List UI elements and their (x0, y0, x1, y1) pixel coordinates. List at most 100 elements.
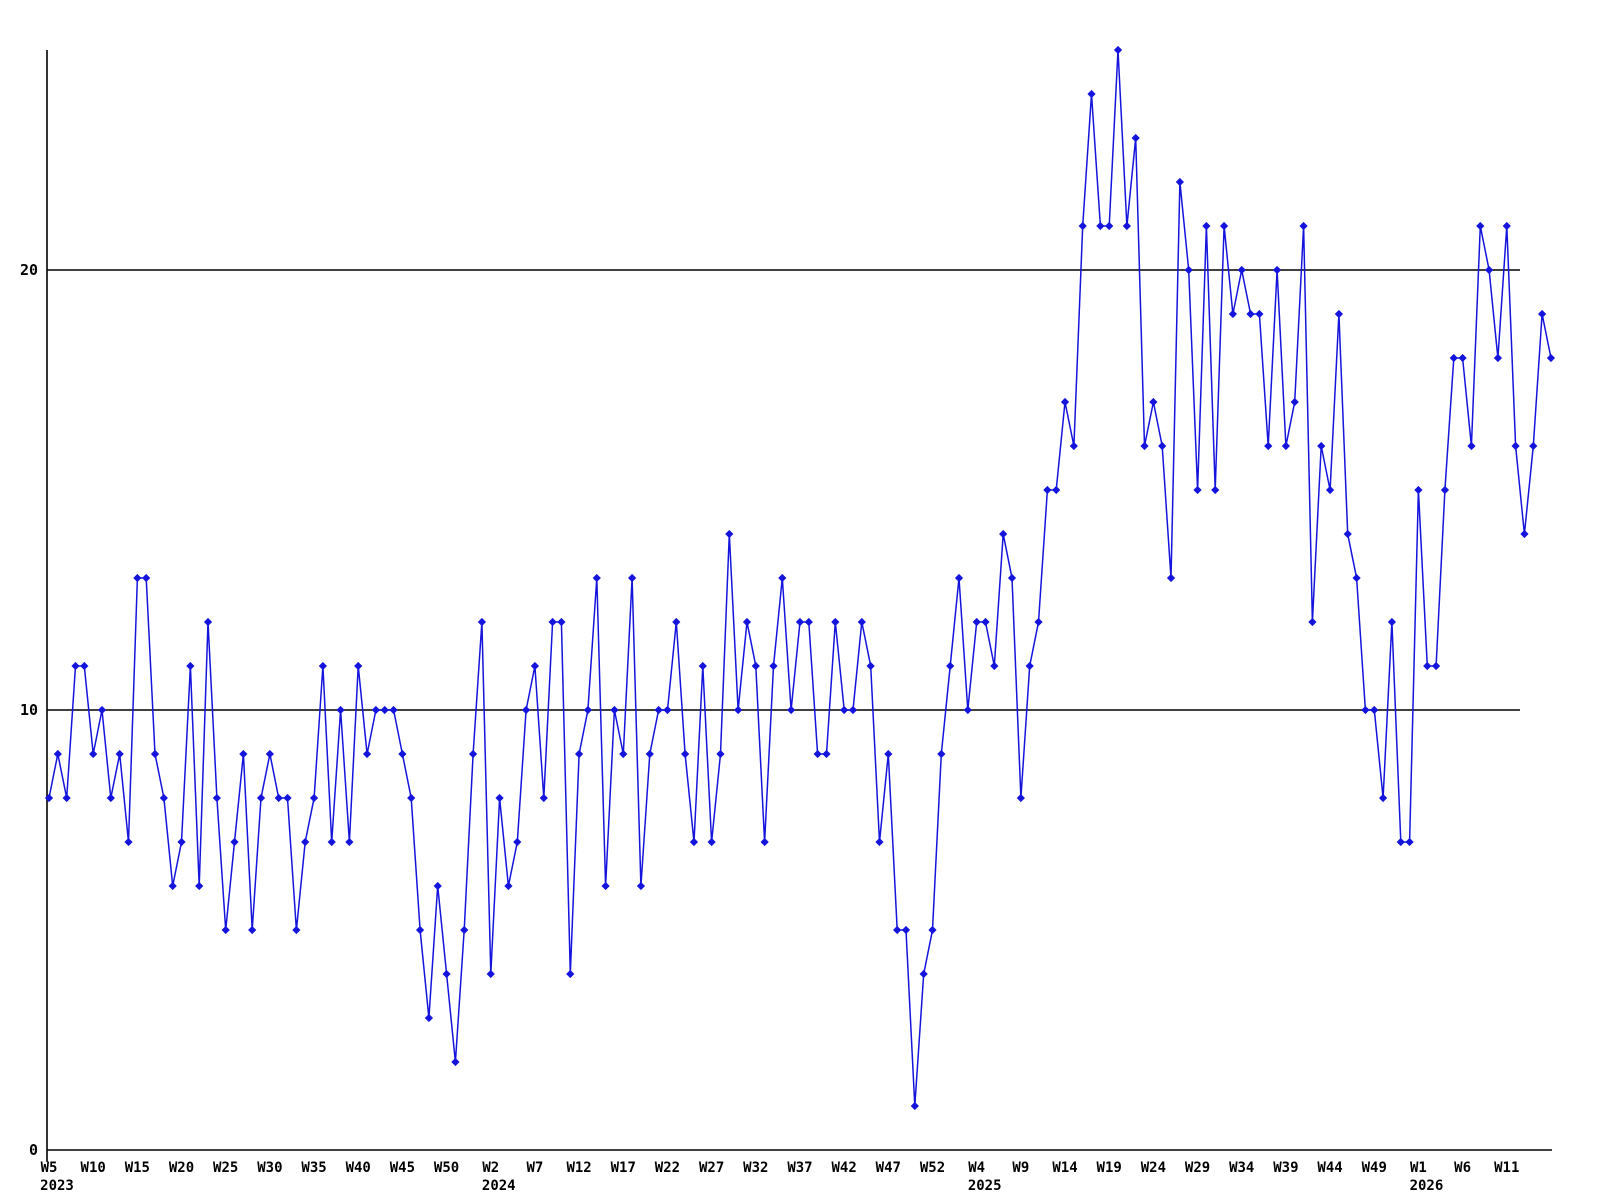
data-point-marker (1317, 441, 1326, 451)
x-tick-label-W52: W52 (920, 1160, 945, 1176)
data-point-marker (831, 617, 840, 627)
data-point-marker (468, 749, 478, 759)
data-point-marker (407, 793, 416, 803)
year-label-2026: 2026 (1410, 1178, 1444, 1194)
data-point-marker (628, 573, 637, 583)
data-point-marker (946, 661, 955, 671)
data-point-marker (159, 793, 168, 803)
data-point-marker (574, 749, 584, 759)
data-point-marker (840, 705, 849, 715)
data-point-marker (1511, 441, 1520, 451)
data-point-marker (681, 749, 690, 759)
data-point-marker (1370, 705, 1379, 715)
data-point-marker (592, 573, 601, 583)
data-point-marker (318, 661, 327, 671)
data-point-marker (654, 705, 663, 715)
year-label-2024: 2024 (482, 1178, 516, 1194)
data-point-marker (689, 837, 699, 847)
x-tick-label-W50: W50 (434, 1160, 459, 1176)
data-point-marker (901, 925, 911, 935)
data-point-marker (424, 1013, 434, 1023)
data-point-marker (1016, 793, 1025, 803)
x-tick-label-W9: W9 (1012, 1160, 1029, 1176)
data-point-marker (433, 881, 442, 891)
data-point-marker (336, 705, 345, 715)
data-point-marker (751, 661, 760, 671)
data-point-marker (106, 793, 115, 803)
data-point-marker (937, 749, 946, 759)
data-point-marker (990, 661, 999, 671)
data-point-marker (972, 617, 981, 627)
data-point-marker (1184, 265, 1193, 275)
x-tick-label-W45: W45 (390, 1160, 415, 1176)
data-point-marker (221, 925, 230, 935)
x-tick-label-W30: W30 (257, 1160, 282, 1176)
data-point-marker (1025, 661, 1034, 671)
data-point-marker (822, 749, 831, 759)
data-point-marker (97, 705, 107, 715)
data-point-marker (265, 749, 274, 759)
x-tick-label-W1: W1 (1410, 1160, 1427, 1176)
data-point-marker (787, 705, 796, 715)
data-point-marker (1264, 441, 1273, 451)
data-point-marker (195, 881, 204, 891)
data-point-marker (707, 837, 716, 847)
data-point-marker (212, 793, 221, 803)
data-point-marker (1060, 397, 1070, 407)
data-point-marker (1449, 353, 1458, 363)
x-tick-label-W47: W47 (876, 1160, 901, 1176)
data-point-marker (663, 705, 672, 715)
data-point-marker (963, 705, 972, 715)
data-point-marker (716, 749, 725, 759)
x-tick-label-W40: W40 (346, 1160, 371, 1176)
data-point-marker (371, 705, 381, 715)
data-point-marker (1308, 617, 1317, 627)
data-point-marker (301, 837, 310, 847)
data-point-marker (1166, 573, 1176, 583)
data-point-marker (380, 705, 389, 715)
data-point-marker (778, 573, 787, 583)
y-tick-label-20: 20 (20, 261, 38, 279)
year-label-2025: 2025 (968, 1178, 1002, 1194)
data-point-marker (1202, 221, 1211, 231)
x-tick-label-W44: W44 (1317, 1160, 1342, 1176)
x-tick-label-W25: W25 (213, 1160, 238, 1176)
data-point-marker (513, 837, 522, 847)
data-point-marker (521, 705, 531, 715)
data-point-marker (398, 749, 407, 759)
data-point-marker (981, 617, 990, 627)
data-point-marker (389, 705, 398, 715)
data-point-marker (1069, 441, 1078, 451)
data-point-marker (1175, 177, 1184, 187)
data-point-marker (115, 749, 124, 759)
data-point-marker (813, 749, 822, 759)
data-point-marker (804, 617, 813, 627)
data-point-marker (362, 749, 372, 759)
data-point-marker (1246, 309, 1255, 319)
data-point-marker (274, 793, 283, 803)
year-label-2023: 2023 (40, 1178, 74, 1194)
data-point-marker (442, 969, 451, 979)
data-line (48, 49, 1552, 1107)
data-point-marker (203, 617, 213, 627)
data-point-marker (1484, 265, 1494, 275)
data-point-marker (760, 837, 769, 847)
data-point-marker (309, 793, 319, 803)
data-point-marker (954, 573, 964, 583)
data-point-marker (1546, 353, 1556, 363)
data-point-marker (124, 837, 133, 847)
data-point-marker (62, 793, 71, 803)
data-point-marker (1052, 485, 1061, 495)
data-point-marker (495, 793, 504, 803)
data-point-marker (910, 1101, 919, 1111)
data-point-marker (866, 661, 875, 671)
data-point-marker (1007, 573, 1017, 583)
data-point-marker (1529, 441, 1538, 451)
data-point-marker (504, 881, 513, 891)
data-point-marker (177, 837, 186, 847)
data-point-marker (477, 617, 487, 627)
data-point-marker (893, 925, 902, 935)
data-point-marker (1423, 661, 1432, 671)
data-point-marker (1105, 221, 1114, 231)
